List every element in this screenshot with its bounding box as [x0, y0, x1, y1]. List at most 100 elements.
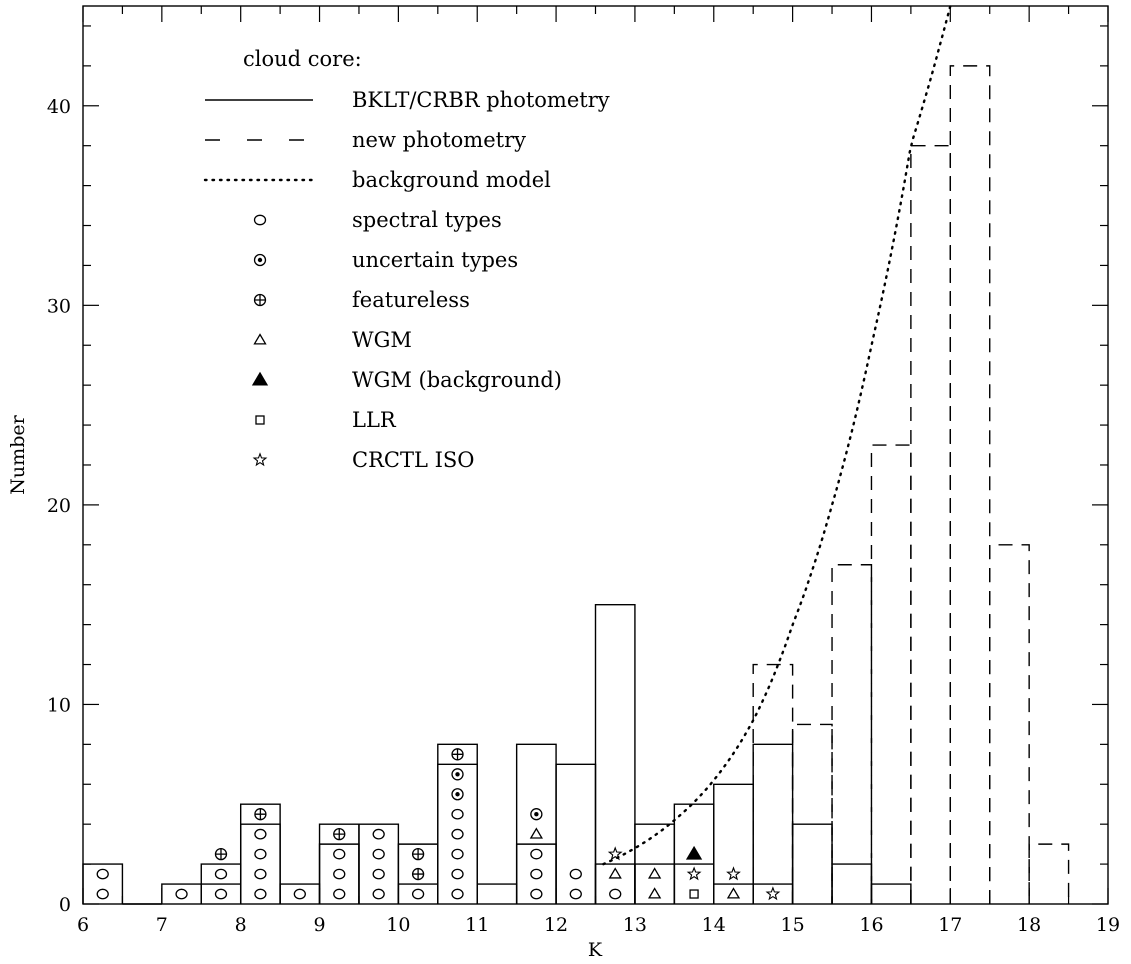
x-tick-label: 9: [313, 914, 325, 936]
circle-marker: [530, 868, 543, 880]
circle-shape: [451, 868, 464, 880]
new-photometry-bar: [989, 544, 1030, 904]
circle-shape: [254, 848, 267, 860]
bklt-crbr-photometry-bar: [200, 883, 242, 904]
x-tick-label: 7: [156, 914, 168, 936]
center-dot: [257, 257, 263, 263]
circle-marker: [254, 888, 267, 900]
square-open-marker: [689, 889, 699, 899]
x-tick-label: 10: [386, 914, 410, 936]
bklt-crbr-photometry-bar: [713, 783, 754, 904]
circle-shape: [530, 868, 543, 880]
circle-shape: [372, 828, 385, 840]
circle-shape: [254, 868, 267, 880]
bklt-crbr-photometry-bar: [358, 823, 400, 904]
new-photometry-bar: [791, 723, 833, 904]
x-tick-label: 12: [544, 914, 568, 936]
plus-shape: [254, 808, 266, 820]
circle-plus-marker: [451, 748, 464, 761]
circle-marker: [451, 848, 464, 860]
data-markers: [96, 748, 781, 901]
triangle-filled-marker: [251, 371, 269, 386]
star-open-marker: [252, 452, 268, 467]
legend-label-new-photometry: new photometry: [352, 128, 526, 152]
circle-shape: [411, 888, 425, 900]
x-tick-label: 19: [1096, 914, 1120, 936]
spectral-types-bar: [515, 843, 557, 904]
new-photometry-bar: [910, 144, 952, 904]
triangle-shape: [647, 867, 662, 879]
histogram-bars: [82, 4, 1070, 905]
spectral-types-bar: [239, 823, 281, 904]
legend-label-llr: LLR: [352, 408, 397, 432]
x-tick-label: 13: [623, 914, 647, 936]
circle-shape: [530, 848, 543, 860]
circle-plus-marker: [214, 847, 228, 861]
circle-marker: [254, 868, 267, 880]
bklt-crbr-photometry-bar: [515, 743, 557, 904]
legend-label-featureless: featureless: [352, 288, 470, 312]
y-tick-label: 10: [47, 694, 71, 716]
legend: cloud core: BKLT/CRBR photometry new photo…: [203, 47, 610, 472]
circle-shape: [372, 848, 385, 860]
circle-marker: [530, 888, 543, 900]
circle-shape: [451, 848, 464, 860]
circle-marker: [372, 828, 385, 840]
circle-marker: [96, 888, 109, 900]
triangle-shape: [608, 867, 622, 879]
circle-shape: [333, 868, 346, 880]
y-tick-label: 20: [47, 495, 71, 517]
circle-marker: [333, 848, 346, 860]
circle-marker: [293, 888, 306, 900]
circle-plus-marker: [411, 847, 425, 861]
x-tick-label: 11: [465, 914, 489, 936]
legend-label-uncertain-types: uncertain types: [352, 248, 518, 272]
new-photometry-bar: [752, 663, 794, 904]
triangle-shape: [529, 827, 544, 839]
circle-shape: [451, 888, 464, 900]
spectral-types-bar: [318, 843, 360, 904]
circle-marker: [253, 214, 267, 226]
circle-shape: [253, 214, 267, 226]
x-tick-label: 15: [781, 914, 805, 936]
legend-label-crctl-iso: CRCTL ISO: [352, 448, 474, 472]
circle-marker: [530, 848, 543, 860]
bklt-crbr-photometry-bar: [279, 883, 321, 904]
circle-shape: [253, 253, 267, 267]
square-open-marker: [255, 415, 265, 425]
legend-title: cloud core:: [243, 47, 362, 71]
spectral-types-bar: [594, 863, 636, 904]
plus-shape: [254, 294, 266, 306]
x-tick-label: 6: [77, 914, 89, 936]
center-dot: [534, 812, 539, 817]
star-shape: [252, 452, 268, 467]
circle-shape: [451, 828, 464, 840]
bklt-crbr-photometry-bar: [752, 743, 794, 904]
star-shape: [686, 866, 702, 881]
circle-marker: [411, 888, 425, 900]
bklt-crbr-photometry-bar: [476, 883, 518, 904]
circle-marker: [254, 828, 267, 840]
x-tick-label: 17: [938, 914, 962, 936]
dotted-circle-marker: [530, 808, 543, 821]
plus-shape: [412, 868, 424, 880]
triangle-shape: [647, 887, 662, 899]
triangle-shape: [685, 845, 703, 860]
circle-shape: [175, 888, 188, 900]
bklt-crbr-photometry-bar: [831, 863, 873, 904]
y-axis-label: Number: [7, 414, 29, 494]
circle-plus-marker: [254, 808, 267, 821]
x-tick-label: 8: [235, 914, 247, 936]
circle-marker: [609, 888, 622, 900]
triangle-open-marker: [253, 333, 267, 345]
star-open-marker: [607, 846, 623, 861]
new-photometry-bar: [949, 65, 991, 904]
circle-shape: [96, 888, 109, 900]
circle-marker: [569, 868, 582, 880]
new-photometry-bar: [1028, 843, 1070, 904]
star-open-marker: [726, 866, 741, 881]
dotted-circle-marker: [451, 768, 464, 781]
circle-marker: [372, 868, 385, 880]
circle-shape: [609, 888, 622, 900]
legend-label-spectral-types: spectral types: [352, 208, 502, 232]
